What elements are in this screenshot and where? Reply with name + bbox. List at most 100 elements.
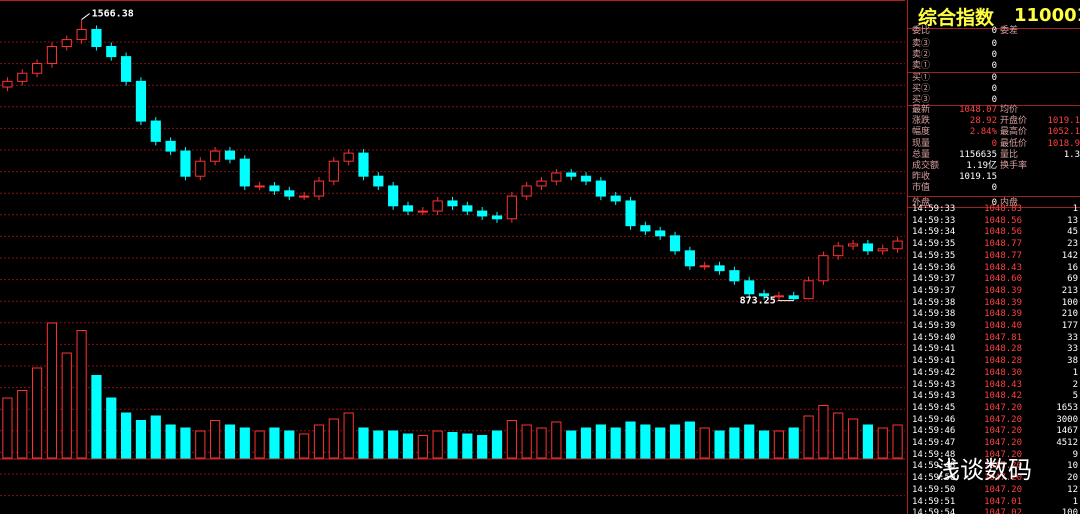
- volume-bar: [521, 424, 532, 459]
- panel-cell: 1467: [1056, 426, 1078, 437]
- panel-cell: 14:59:33: [912, 215, 956, 226]
- panel-cell: 1.19亿: [966, 161, 997, 171]
- panel-cell: 卖②: [912, 50, 931, 60]
- volume-bar: [818, 405, 829, 459]
- panel-cell: 1019.15: [959, 172, 997, 183]
- panel-cell: 100: [1061, 508, 1078, 514]
- candle-body: [699, 265, 710, 268]
- panel-cell: 买②: [912, 84, 931, 94]
- volume-bar: [847, 418, 859, 459]
- candle-body: [432, 200, 443, 212]
- panel-cell: 1047.20: [984, 484, 1022, 495]
- panel-cell: 1048.83: [984, 204, 1022, 214]
- panel-cell: 14:59:37: [912, 285, 956, 296]
- panel-cell: 最低价: [1000, 138, 1028, 149]
- volume-bar: [758, 430, 770, 459]
- panel-cell: 1048.77: [984, 239, 1022, 250]
- volume-bar: [655, 427, 666, 459]
- volume-bar: [477, 435, 488, 459]
- candle-body: [106, 45, 117, 58]
- candle-body: [76, 28, 87, 41]
- panel-cell: 内盘: [1000, 197, 1019, 208]
- candle-body: [521, 185, 532, 197]
- volume-bar: [106, 397, 117, 459]
- panel-cell: 幅度: [912, 127, 931, 138]
- volume-bar: [46, 322, 58, 459]
- panel-cell: 14:59:42: [912, 367, 956, 378]
- volume-bar: [210, 420, 221, 459]
- volume-bar: [2, 397, 13, 459]
- volume-bar: [299, 433, 310, 459]
- candle-body: [224, 150, 236, 160]
- panel-cell: 卖③: [912, 39, 931, 49]
- candle-body: [135, 80, 147, 122]
- panel-cell: 1047.20: [984, 449, 1022, 460]
- candle-body: [625, 200, 636, 227]
- panel-cell: 0: [991, 61, 997, 71]
- volume-bar: [76, 330, 87, 459]
- candle-body: [758, 293, 770, 297]
- panel-cell: 1.3: [1063, 149, 1080, 160]
- panel-cell: 14:59:46: [912, 414, 956, 425]
- candle-body: [343, 152, 354, 162]
- volume-bar: [313, 424, 325, 459]
- candle-body: [803, 280, 814, 300]
- panel-cell: 1048.39: [984, 297, 1022, 308]
- candle-body: [655, 230, 666, 237]
- panel-cell: 10: [1067, 461, 1078, 472]
- volume-bar: [669, 424, 681, 459]
- panel-cell: 28.92: [969, 116, 997, 127]
- volume-bar: [729, 427, 740, 459]
- panel-cell: 1048.43: [984, 262, 1022, 273]
- volume-bar: [239, 427, 250, 459]
- volume-bar: [284, 430, 295, 459]
- panel-cell: 0: [991, 95, 997, 105]
- panel-cell: 177: [1061, 321, 1078, 331]
- candle-body: [580, 175, 592, 182]
- panel-cell: 1048.07: [959, 105, 997, 115]
- panel-cell: 1047.81: [984, 332, 1022, 343]
- volume-bar: [610, 427, 621, 459]
- panel-cell: 45: [1067, 227, 1078, 238]
- panel-cell: 1047.20: [984, 414, 1022, 425]
- panel-cell: 14:59:36: [912, 262, 956, 273]
- panel-cell: 1052.1: [1047, 127, 1080, 138]
- panel-cell: 14:59:41: [912, 356, 956, 367]
- candle-body: [788, 295, 799, 300]
- candle-body: [31, 63, 43, 74]
- candle-body: [150, 120, 161, 142]
- volume-bar: [269, 427, 280, 459]
- candle-body: [358, 152, 369, 177]
- panel-cell: 涨跌: [912, 116, 931, 127]
- panel-cell: 210: [1061, 309, 1078, 320]
- candle-body: [46, 45, 58, 65]
- panel-cell: 14:59:43: [912, 391, 956, 402]
- panel-cell: 1048.42: [984, 391, 1022, 402]
- panel-cell: 1048.39: [984, 285, 1022, 296]
- candle-body: [595, 180, 606, 197]
- volume-bar: [254, 430, 265, 459]
- volume-bar: [684, 421, 695, 459]
- panel-cell: 1018.9: [1047, 138, 1080, 149]
- candle-body: [610, 195, 621, 202]
- candle-body: [239, 158, 250, 187]
- volume-bar: [773, 430, 784, 459]
- panel-cell: 14:59:43: [912, 379, 956, 390]
- candle-body: [417, 210, 428, 213]
- panel-cell: 最高价: [1000, 127, 1028, 138]
- candle-body: [833, 245, 844, 257]
- separator: [908, 105, 1080, 106]
- panel-cell: 14:59:45: [912, 402, 956, 413]
- volume-bar: [358, 427, 369, 459]
- panel-cell: 14:59:35: [912, 250, 956, 261]
- candle-body: [165, 140, 176, 152]
- panel-cell: 1019.1: [1047, 116, 1080, 127]
- panel-cell: 1047.02: [984, 508, 1022, 514]
- candle-body: [373, 175, 384, 187]
- candle-body: [506, 195, 517, 220]
- panel-cell: 20: [1067, 473, 1078, 484]
- panel-cell: 均价: [1000, 105, 1019, 115]
- panel-cell: 13: [1067, 215, 1078, 226]
- panel-cell: 9: [1072, 449, 1078, 460]
